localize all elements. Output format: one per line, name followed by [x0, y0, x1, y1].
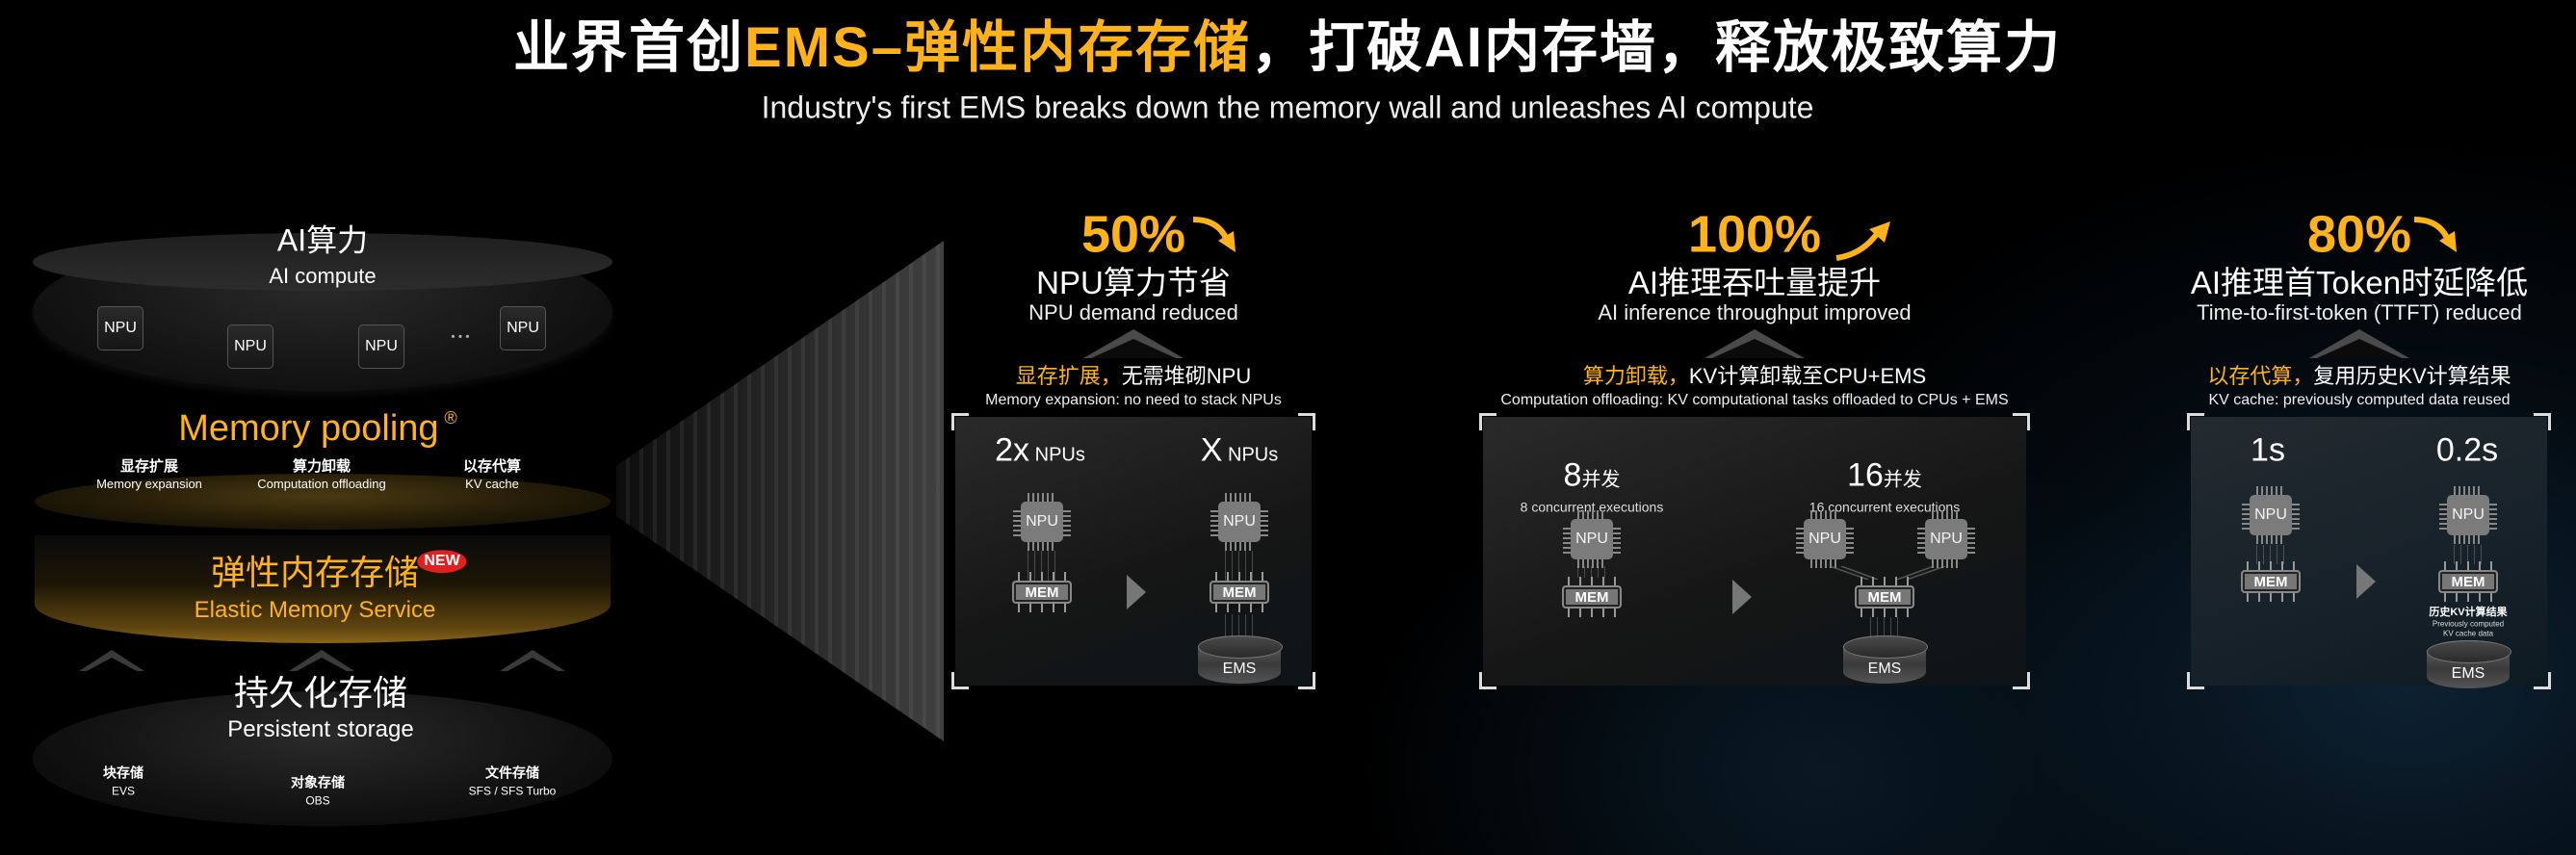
after-sublabel: 16 concurrent executions: [1808, 499, 1961, 515]
percent-value: 80%: [2306, 205, 2412, 264]
ems-note-en: KV cache data: [2442, 629, 2494, 638]
npu-box: NPU: [227, 324, 273, 369]
panel-desc-en: Memory expansion: no need to stack NPUs: [985, 392, 1282, 409]
registered-mark: ®: [444, 408, 457, 428]
compute-subtitle: AI compute: [269, 263, 377, 288]
pooling-title: Memory pooling ®: [178, 408, 457, 450]
storage-item-cn: 文件存储: [485, 764, 539, 781]
persistent-title: 持久化存储: [233, 673, 408, 713]
pooling-item-cn: 显存扩展: [119, 457, 179, 475]
mem-chip-icon: MEM: [1855, 577, 1914, 617]
pooling-item-cn: 以存代算: [462, 457, 522, 475]
before-label: 1s: [2251, 431, 2285, 469]
after-label: 16并发: [1847, 456, 1922, 494]
connector-lines: [2454, 545, 2483, 564]
mem-chip-icon: MEM: [2438, 561, 2498, 602]
npu-box: NPU: [500, 306, 546, 350]
pooling-item-en: KV cache: [465, 476, 519, 491]
persistent-layer-disk: [33, 691, 612, 826]
pooling-item-en: Memory expansion: [96, 476, 202, 491]
mem-chip-icon: MEM: [1012, 572, 1072, 612]
ems-title: 弹性内存存储: [210, 553, 420, 593]
panel-title-en: Time-to-first-token (TTFT) reduced: [2197, 299, 2522, 324]
npu-ellipsis: • • •: [451, 329, 470, 344]
pooling-item-en: Computation offloading: [257, 476, 386, 491]
connector-lines: [1577, 566, 1606, 578]
ems-note-cn: 历史KV计算结果: [2429, 606, 2508, 618]
compute-layer-top: [33, 233, 612, 291]
panel-title-en: NPU demand reduced: [1028, 299, 1238, 324]
chevron-up-icon: [289, 650, 354, 671]
storage-item-en: SFS / SFS Turbo: [468, 784, 557, 798]
before-label: 8并发: [1563, 456, 1621, 494]
ems-subtitle: Elastic Memory Service: [194, 596, 436, 623]
connector-lines: [1870, 617, 1899, 636]
storage-item-cn: 块存储: [103, 764, 143, 781]
pooling-item-cn: 算力卸载: [292, 457, 351, 475]
chevron-up-icon: [79, 650, 144, 671]
new-badge: NEW: [417, 550, 467, 573]
ems-layer-band: [35, 535, 611, 643]
persistent-subtitle: Persistent storage: [227, 715, 414, 742]
panel-desc: 算力卸载，KV计算卸载至CPU+EMS: [1582, 363, 1927, 388]
chevron-up-icon: [1704, 329, 1805, 358]
npu-chip-icon: NPU: [1010, 490, 1074, 554]
after-label: 0.2s: [2435, 431, 2499, 469]
trend-up-arrow-icon: [1835, 221, 1890, 261]
before-sublabel: 8 concurrent executions: [1520, 499, 1664, 515]
arrow-right-icon: [1127, 575, 1146, 609]
trend-down-arrow-icon: [2413, 217, 2457, 252]
panel-title-en: AI inference throughput improved: [1598, 299, 1912, 324]
trend-down-arrow-icon: [1192, 217, 1236, 252]
chevron-up-icon: [2309, 329, 2409, 358]
storage-item-en: EVS: [111, 784, 136, 798]
compute-title: AI算力: [276, 222, 369, 258]
percent-value: 100%: [1687, 205, 1822, 264]
arrow-right-icon: [2356, 564, 2376, 599]
npu-chip-icon: NPU: [1793, 507, 1857, 571]
npu-chip-icon: NPU: [2239, 483, 2303, 547]
page-title: 业界首创EMS–弹性内存存储，打破AI内存墙，释放极致算力: [513, 16, 2062, 80]
storage-item-en: OBS: [305, 793, 330, 808]
npu-chip-icon: NPU: [2436, 483, 2500, 547]
mem-chip-icon: MEM: [1210, 572, 1269, 612]
connector-lines: [2256, 545, 2285, 564]
mem-chip-icon: MEM: [1562, 577, 1622, 617]
panel-desc-en: Computation offloading: KV computational…: [1500, 392, 2009, 409]
ems-cylinder-icon: EMS: [2427, 640, 2511, 688]
panel-desc-en: KV cache: previously computed data reuse…: [2208, 392, 2511, 409]
npu-chip-icon: NPU: [1208, 490, 1271, 554]
pooling-layer-disk: [35, 474, 611, 530]
before-label: 2x NPUs: [995, 431, 1085, 469]
panel-title: NPU算力节省: [1036, 264, 1231, 300]
panel-title: AI推理吞吐量提升: [1627, 264, 1882, 300]
arrow-right-icon: [1732, 580, 1752, 614]
panel-desc: 以存代算，复用历史KV计算结果: [2207, 363, 2511, 388]
npu-chip-icon: NPU: [1914, 507, 1978, 571]
page-subtitle: Industry's first EMS breaks down the mem…: [761, 90, 1814, 125]
ems-cylinder-icon: EMS: [1843, 635, 1928, 684]
panel-desc: 显存扩展，无需堆砌NPU: [1015, 363, 1252, 388]
npu-box: NPU: [97, 306, 143, 350]
mem-chip-icon: MEM: [2241, 561, 2301, 602]
panel-title: AI推理首Token时延降低: [2190, 264, 2529, 300]
ems-note-en: Previously computed: [2432, 619, 2505, 629]
chevron-up-icon: [500, 650, 565, 671]
percent-value: 50%: [1080, 205, 1186, 264]
after-label: X NPUs: [1200, 431, 1279, 469]
npu-box: NPU: [358, 324, 404, 369]
npu-chip-icon: NPU: [1560, 507, 1624, 571]
ems-cylinder-icon: EMS: [1198, 635, 1283, 684]
storage-item-cn: 对象存储: [291, 774, 345, 790]
chevron-up-icon: [1083, 329, 1184, 358]
